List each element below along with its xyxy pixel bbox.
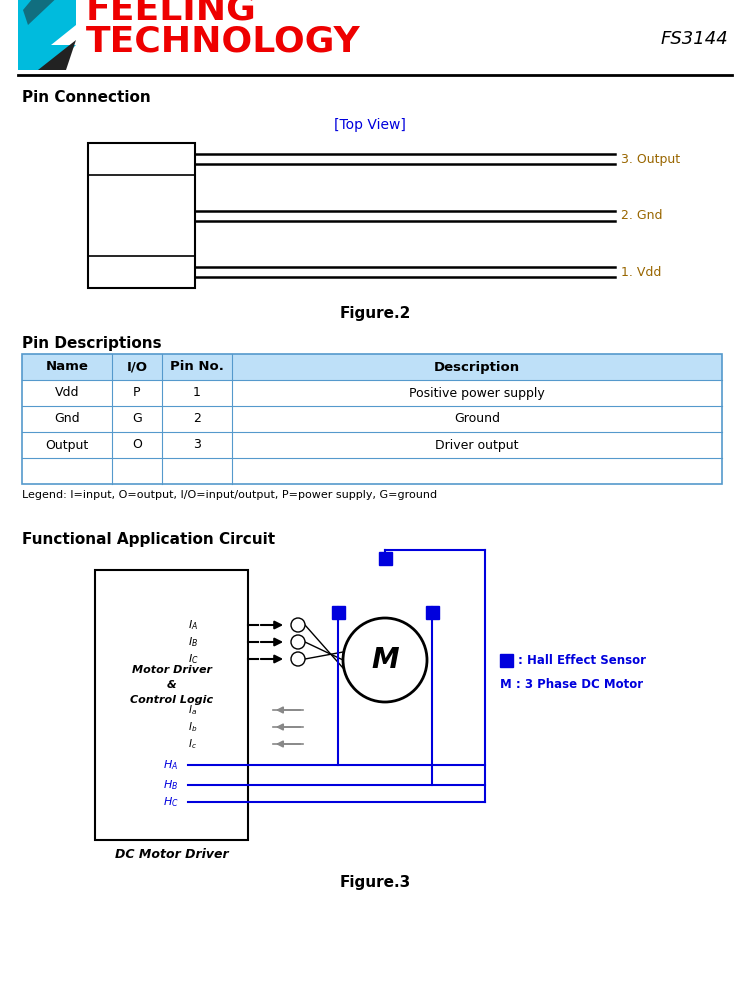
Text: Pin No.: Pin No. xyxy=(170,360,224,373)
Bar xyxy=(22,354,722,484)
Text: Driver output: Driver output xyxy=(435,438,519,452)
Text: Name: Name xyxy=(46,360,88,373)
Text: Figure.2: Figure.2 xyxy=(339,306,411,321)
Bar xyxy=(379,552,392,565)
Circle shape xyxy=(291,635,305,649)
Text: 3. Output: 3. Output xyxy=(621,152,680,165)
Text: Positive power supply: Positive power supply xyxy=(410,386,544,399)
Text: Functional Application Circuit: Functional Application Circuit xyxy=(22,532,275,547)
Bar xyxy=(22,432,722,458)
Circle shape xyxy=(291,652,305,666)
Text: 2. Gnd: 2. Gnd xyxy=(621,209,662,222)
Text: Description: Description xyxy=(434,360,520,373)
Text: $I_A$: $I_A$ xyxy=(188,618,198,632)
Bar xyxy=(22,354,722,380)
Circle shape xyxy=(343,618,427,702)
Bar xyxy=(426,606,439,619)
Bar xyxy=(22,406,722,432)
Bar xyxy=(88,143,195,288)
Text: FEELING: FEELING xyxy=(86,0,256,26)
Text: 2: 2 xyxy=(193,412,201,426)
Text: 1. Vdd: 1. Vdd xyxy=(621,265,662,278)
Text: $H_A$: $H_A$ xyxy=(163,758,178,772)
Polygon shape xyxy=(38,40,76,70)
Polygon shape xyxy=(18,0,76,70)
Text: M: M xyxy=(371,646,399,674)
Text: Gnd: Gnd xyxy=(54,412,80,426)
Text: $I_C$: $I_C$ xyxy=(188,652,199,666)
Text: Legend: I=input, O=output, I/O=input/output, P=power supply, G=ground: Legend: I=input, O=output, I/O=input/out… xyxy=(22,490,437,500)
Text: $I_B$: $I_B$ xyxy=(188,635,198,649)
Text: Figure.3: Figure.3 xyxy=(339,875,411,890)
Text: DC Motor Driver: DC Motor Driver xyxy=(115,848,228,861)
Circle shape xyxy=(291,618,305,632)
Text: FS3144: FS3144 xyxy=(660,30,728,48)
Text: $H_C$: $H_C$ xyxy=(163,795,178,809)
Text: P: P xyxy=(134,386,141,399)
Bar xyxy=(332,606,345,619)
Text: $H_B$: $H_B$ xyxy=(163,778,178,792)
Text: G: G xyxy=(132,412,142,426)
Text: Ground: Ground xyxy=(454,412,500,426)
Text: M : 3 Phase DC Motor: M : 3 Phase DC Motor xyxy=(500,678,643,690)
Text: Motor Driver
&
Control Logic: Motor Driver & Control Logic xyxy=(130,665,213,705)
Text: O: O xyxy=(132,438,142,452)
Polygon shape xyxy=(23,0,63,25)
Text: $I_c$: $I_c$ xyxy=(188,737,197,751)
Text: Pin Connection: Pin Connection xyxy=(22,90,151,105)
Text: [Top View]: [Top View] xyxy=(334,118,406,132)
Text: Vdd: Vdd xyxy=(55,386,80,399)
Text: Pin Descriptions: Pin Descriptions xyxy=(22,336,162,351)
Bar xyxy=(500,654,513,667)
Text: Output: Output xyxy=(45,438,88,452)
Text: TECHNOLOGY: TECHNOLOGY xyxy=(86,25,361,59)
Text: : Hall Effect Sensor: : Hall Effect Sensor xyxy=(518,654,646,668)
Text: 1: 1 xyxy=(193,386,201,399)
Text: I/O: I/O xyxy=(127,360,148,373)
Text: $I_a$: $I_a$ xyxy=(188,703,197,717)
Bar xyxy=(95,570,248,840)
Bar xyxy=(22,380,722,406)
Text: $I_b$: $I_b$ xyxy=(188,720,197,734)
Text: 3: 3 xyxy=(193,438,201,452)
